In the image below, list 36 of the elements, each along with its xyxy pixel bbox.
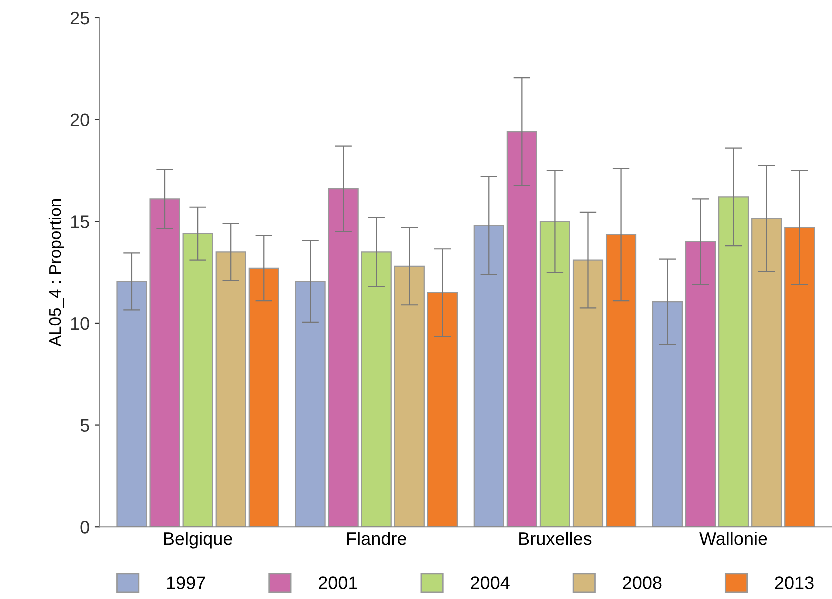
y-axis-title: AL05_4 : Proportion — [48, 199, 64, 347]
x-tick-label: Belgique — [164, 532, 232, 549]
y-tick-label: 5 — [80, 419, 90, 432]
bar — [540, 221, 570, 528]
bar — [572, 260, 604, 528]
y-tick-label: 25 — [70, 12, 90, 25]
legend-label: 2001 — [319, 576, 358, 590]
legend-label: 2004 — [471, 576, 510, 590]
legend-label: 1997 — [167, 576, 206, 590]
bar — [506, 131, 538, 528]
bar — [685, 241, 716, 528]
bar — [248, 268, 280, 528]
bar — [752, 218, 782, 528]
bar — [328, 188, 359, 528]
bar — [150, 198, 180, 528]
legend-label: 2013 — [775, 576, 814, 590]
x-tick-label: Flandre — [348, 532, 406, 546]
bar — [216, 252, 246, 528]
bar — [394, 266, 425, 528]
bar — [361, 252, 392, 528]
bar — [427, 292, 458, 528]
bar — [295, 281, 326, 528]
x-tick-label: Bruxelles — [520, 532, 592, 546]
bar — [652, 302, 683, 528]
y-tick-label: 0 — [80, 521, 90, 534]
bar — [182, 233, 214, 528]
x-tick-label: Wallonie — [700, 532, 768, 546]
bar — [474, 225, 504, 528]
bar — [718, 196, 750, 528]
legend-label: 2008 — [623, 576, 662, 590]
bar — [784, 227, 816, 528]
bar — [116, 281, 148, 528]
y-tick-label: 20 — [70, 114, 90, 127]
y-tick-label: 15 — [71, 216, 90, 228]
bar — [606, 234, 637, 528]
y-tick-label: 10 — [71, 317, 90, 330]
